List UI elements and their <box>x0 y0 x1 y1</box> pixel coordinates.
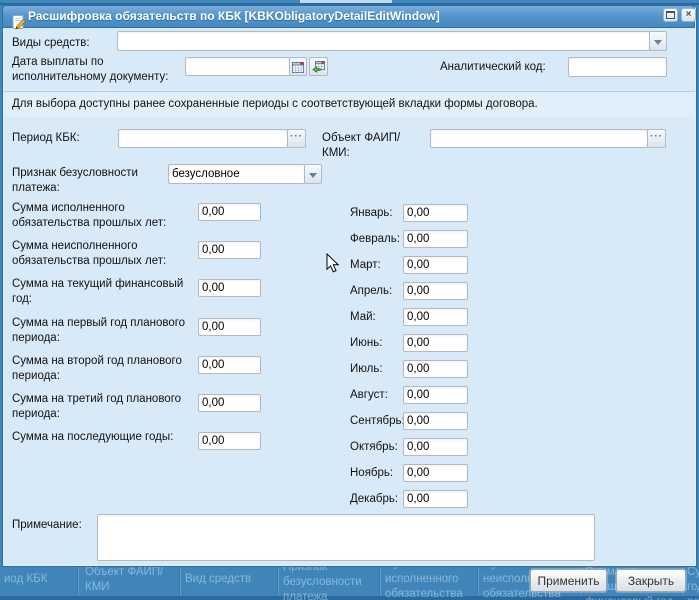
funds-type-combo[interactable] <box>117 31 650 51</box>
month-label: Август: <box>350 389 388 401</box>
info-text: Для выбора доступны ранее сохраненные пе… <box>12 98 538 110</box>
dialog-titlebar[interactable] <box>2 5 695 30</box>
funds-type-dropdown-trigger[interactable] <box>649 31 667 51</box>
sum-input[interactable] <box>198 241 261 259</box>
month-label: Май: <box>350 311 376 323</box>
month-input[interactable] <box>403 490 468 508</box>
grid-header-vid-sredstv: Вид средств <box>185 573 252 585</box>
note-textarea[interactable] <box>97 514 595 561</box>
month-input[interactable] <box>403 412 468 430</box>
month-label: Апрель: <box>350 285 393 297</box>
dialog-title: Расшифровка обязательств по КБК [KBKObli… <box>28 9 440 23</box>
unconditional-dropdown-trigger[interactable] <box>304 164 322 184</box>
grid-header-faip: Объект ФАИП/КМИ <box>85 566 164 593</box>
grid-column-separator <box>278 563 279 596</box>
faip-picker-trigger[interactable]: ··· <box>647 129 666 148</box>
month-input[interactable] <box>403 308 468 326</box>
note-label: Примечание: <box>12 519 82 531</box>
faip-input[interactable] <box>430 129 648 148</box>
analytic-code-input[interactable] <box>568 57 667 77</box>
sum-input[interactable] <box>198 356 261 374</box>
background-divider-bottom <box>0 596 699 600</box>
edit-document-icon <box>12 15 26 30</box>
month-input[interactable] <box>403 256 468 274</box>
sum-label: Сумма на текущий финансовый год: <box>12 278 184 305</box>
month-label: Ноябрь: <box>350 467 394 479</box>
kbk-period-input[interactable] <box>118 129 288 148</box>
close-button[interactable]: × <box>681 8 696 22</box>
month-input[interactable] <box>403 334 468 352</box>
faip-label: Объект ФАИП/ КМИ: <box>322 132 401 159</box>
month-label: Февраль: <box>350 233 400 245</box>
unconditional-combo[interactable] <box>168 164 305 184</box>
sum-input[interactable] <box>198 432 261 450</box>
month-label: Июль: <box>350 363 383 375</box>
apply-button[interactable]: Применить <box>530 569 607 592</box>
month-label: Июнь: <box>350 337 383 349</box>
funds-type-label: Виды средств: <box>12 37 90 49</box>
month-label: Октябрь: <box>350 441 398 453</box>
sum-label: Сумма на последующие годы: <box>12 431 174 443</box>
grid-column-separator <box>478 563 479 596</box>
sum-label: Сумма на первый год планового периода: <box>12 317 186 344</box>
close-dialog-button[interactable]: Закрыть <box>616 569 686 592</box>
calendar-arrow-icon <box>311 60 325 73</box>
payment-date-select-period-button[interactable] <box>309 57 328 76</box>
month-input[interactable] <box>403 282 468 300</box>
kbk-period-picker-trigger[interactable]: ··· <box>287 129 306 148</box>
sum-input[interactable] <box>198 203 261 221</box>
ellipsis-icon: ··· <box>650 131 663 142</box>
grid-header-period-kbk: иод КБК <box>4 573 48 585</box>
close-icon: × <box>685 9 692 20</box>
grid-column-separator <box>78 563 79 596</box>
info-strip <box>3 91 695 117</box>
month-input[interactable] <box>403 386 468 404</box>
month-label: Сентябрь: <box>350 415 405 427</box>
payment-date-calendar-trigger[interactable] <box>289 57 307 76</box>
background-fragment <box>300 0 392 3</box>
sum-label: Сумма исполненного обязательства прошлых… <box>12 202 167 229</box>
month-label: Январь: <box>350 207 393 219</box>
month-input[interactable] <box>403 464 468 482</box>
month-input[interactable] <box>403 230 468 248</box>
grid-column-separator <box>380 563 381 596</box>
sum-label: Сумма на второй год планового периода: <box>12 355 182 382</box>
sum-input[interactable] <box>198 394 261 412</box>
kbk-period-label: Период КБК: <box>12 132 80 144</box>
payment-date-input[interactable] <box>185 57 290 76</box>
calendar-icon <box>292 61 304 73</box>
grid-column-separator <box>180 563 181 596</box>
sum-label: Сумма неисполненного обязательства прошл… <box>12 240 167 267</box>
month-label: Декабрь: <box>350 493 399 505</box>
analytic-code-label: Аналитический код: <box>440 61 546 73</box>
month-input[interactable] <box>403 360 468 378</box>
unconditional-label: Признак безусловности платежа: <box>12 167 138 194</box>
chevron-down-icon <box>309 172 317 178</box>
restore-button[interactable] <box>663 8 678 22</box>
sum-label: Сумма на третий год планового периода: <box>12 393 182 420</box>
month-input[interactable] <box>403 438 468 456</box>
restore-icon <box>666 11 675 19</box>
grid-header-clipped: Сугодпер <box>687 566 699 600</box>
month-input[interactable] <box>403 204 468 222</box>
payment-date-label: Дата выплаты по исполнительному документ… <box>12 56 169 83</box>
sum-input[interactable] <box>198 318 261 336</box>
ellipsis-icon: ··· <box>290 131 303 142</box>
month-label: Март: <box>350 259 381 271</box>
sum-input[interactable] <box>198 279 261 297</box>
chevron-down-icon <box>654 39 662 45</box>
background-divider <box>0 3 699 5</box>
